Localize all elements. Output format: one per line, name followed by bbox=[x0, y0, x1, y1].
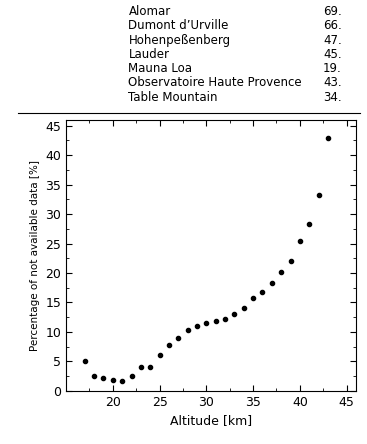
Text: Observatoire Haute Provence: Observatoire Haute Provence bbox=[128, 76, 302, 89]
Text: Table Mountain: Table Mountain bbox=[128, 91, 218, 104]
Text: Alomar: Alomar bbox=[128, 5, 171, 18]
Text: 47.: 47. bbox=[323, 34, 342, 47]
Text: 43.: 43. bbox=[323, 76, 342, 89]
Text: 45.: 45. bbox=[323, 48, 342, 61]
Text: 19.: 19. bbox=[323, 62, 342, 75]
Text: 34.: 34. bbox=[323, 91, 342, 104]
Text: Mauna Loa: Mauna Loa bbox=[128, 62, 192, 75]
Text: Dumont d’Urville: Dumont d’Urville bbox=[128, 20, 229, 32]
Text: 66.: 66. bbox=[323, 20, 342, 32]
Text: Lauder: Lauder bbox=[128, 48, 170, 61]
X-axis label: Altitude [km]: Altitude [km] bbox=[170, 414, 252, 427]
Y-axis label: Percentage of not available data [%]: Percentage of not available data [%] bbox=[30, 160, 40, 351]
Text: 69.: 69. bbox=[323, 5, 342, 18]
Text: Hohenpeßenberg: Hohenpeßenberg bbox=[128, 34, 230, 47]
